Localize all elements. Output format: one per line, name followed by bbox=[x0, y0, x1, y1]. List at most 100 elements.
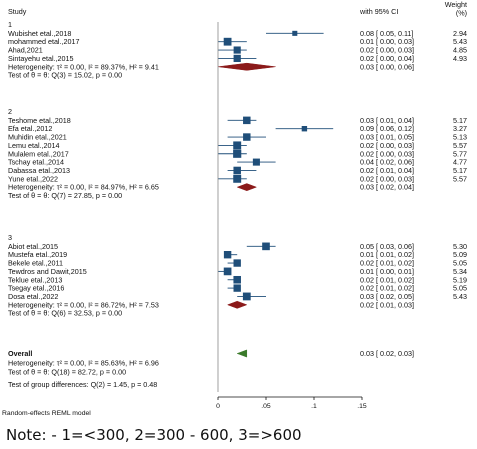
study-ci: 0.03 [ 0.01, 0.05] bbox=[360, 133, 414, 142]
x-tick-label: 0 bbox=[216, 403, 220, 410]
study-ci: 0.02 [ 0.00, 0.03] bbox=[360, 141, 414, 150]
study-ci: 0.02 [ 0.00, 0.03] bbox=[360, 46, 414, 55]
study-ci: 0.01 [ 0.00, 0.01] bbox=[360, 267, 414, 276]
group-pooled-ci: 0.03 [ 0.00, 0.06] bbox=[360, 62, 414, 71]
study-weight: 5.43 bbox=[453, 292, 467, 301]
group-label: 1 bbox=[8, 20, 12, 29]
footnote: Note: - 1=<300, 2=300 - 600, 3=>600 bbox=[6, 426, 302, 444]
study-marker bbox=[243, 133, 251, 141]
study-ci: 0.02 [ 0.00, 0.03] bbox=[360, 174, 414, 183]
group-label: 2 bbox=[8, 107, 12, 116]
study-ci: 0.04 [ 0.02, 0.06] bbox=[360, 158, 414, 167]
study-ci: 0.05 [ 0.03, 0.06] bbox=[360, 242, 414, 251]
study-name: Efa etal.,2012 bbox=[8, 124, 52, 133]
study-name: Wubishet etal.,2018 bbox=[8, 29, 71, 38]
study-name: Teshome etal.,2018 bbox=[8, 116, 71, 125]
study-marker bbox=[233, 166, 241, 175]
group-heterogeneity: Heterogeneity: τ² = 0.00, I² = 84.97%, H… bbox=[8, 183, 159, 192]
study-name: Tewdros and Dawit,2015 bbox=[8, 267, 87, 276]
study-name: mohammed etal.,2017 bbox=[8, 37, 80, 46]
study-name: Abiot etal.,2015 bbox=[8, 242, 58, 251]
study-ci: 0.02 [ 0.01, 0.02] bbox=[360, 284, 414, 293]
x-tick-label: .1 bbox=[311, 403, 317, 410]
pooled-diamond bbox=[226, 300, 248, 309]
overall-label: Overall bbox=[8, 349, 32, 358]
study-name: Tsegay etal.,2016 bbox=[8, 284, 64, 293]
study-weight: 5.34 bbox=[453, 267, 467, 276]
group-test: Test of θ = θ: Q(6) = 32.53, p = 0.00 bbox=[8, 309, 122, 318]
group-label: 3 bbox=[8, 233, 12, 242]
study-weight: 4.85 bbox=[453, 46, 467, 55]
study-ci: 0.02 [ 0.00, 0.04] bbox=[360, 54, 414, 63]
study-weight: 2.94 bbox=[453, 29, 467, 38]
study-ci: 0.02 [ 0.01, 0.04] bbox=[360, 166, 414, 175]
study-weight: 5.43 bbox=[453, 37, 467, 46]
study-marker bbox=[301, 125, 308, 132]
group-pooled-ci: 0.02 [ 0.01, 0.03] bbox=[360, 300, 414, 309]
study-ci: 0.08 [ 0.05, 0.11] bbox=[360, 29, 413, 38]
study-weight: 5.17 bbox=[453, 116, 467, 125]
study-marker bbox=[233, 275, 241, 284]
overall-diamond bbox=[236, 349, 248, 358]
study-ci: 0.01 [ 0.00, 0.03] bbox=[360, 37, 414, 46]
study-marker bbox=[233, 149, 242, 158]
study-marker bbox=[233, 259, 241, 267]
study-weight: 5.57 bbox=[453, 141, 467, 150]
header-weight: Weight bbox=[445, 0, 467, 9]
study-weight: 5.05 bbox=[453, 284, 467, 293]
study-weight: 5.77 bbox=[453, 149, 467, 158]
study-weight: 5.57 bbox=[453, 174, 467, 183]
study-name: Teklue etal.,2013 bbox=[8, 275, 62, 284]
study-name: Yune etal.,2022 bbox=[8, 174, 58, 183]
x-tick-label: .15 bbox=[357, 403, 367, 410]
x-tick-label: .05 bbox=[261, 403, 271, 410]
group-heterogeneity: Heterogeneity: τ² = 0.00, I² = 86.72%, H… bbox=[8, 300, 159, 309]
study-ci: 0.02 [ 0.01, 0.02] bbox=[360, 275, 414, 284]
study-name: Dosa etal.,2022 bbox=[8, 292, 58, 301]
study-name: Tschay etal.,2014 bbox=[8, 158, 64, 167]
study-weight: 5.19 bbox=[453, 275, 467, 284]
study-marker bbox=[233, 174, 242, 183]
study-marker bbox=[233, 284, 241, 292]
study-marker bbox=[243, 116, 251, 125]
study-name: Dabassa etal.,2013 bbox=[8, 166, 70, 175]
study-weight: 5.13 bbox=[453, 133, 467, 142]
group-test: Test of θ = θ: Q(3) = 15.02, p = 0.00 bbox=[8, 71, 122, 80]
study-marker bbox=[223, 37, 232, 46]
study-weight: 4.77 bbox=[453, 158, 467, 167]
study-ci: 0.09 [ 0.06, 0.12] bbox=[360, 124, 414, 133]
pooled-diamond bbox=[217, 62, 276, 71]
study-ci: 0.03 [ 0.02, 0.05] bbox=[360, 292, 414, 301]
group-heterogeneity: Heterogeneity: τ² = 0.00, I² = 89.37%, H… bbox=[8, 62, 159, 71]
study-marker bbox=[292, 30, 298, 36]
study-ci: 0.01 [ 0.01, 0.02] bbox=[360, 250, 414, 259]
overall-ci: 0.03 [ 0.02, 0.03] bbox=[360, 349, 414, 358]
group-differences-test: Test of group differences: Q(2) = 1.45, … bbox=[8, 380, 157, 389]
study-marker bbox=[242, 292, 251, 301]
header-ci: with 95% CI bbox=[359, 7, 398, 16]
study-marker bbox=[233, 141, 242, 150]
study-ci: 0.02 [ 0.00, 0.03] bbox=[360, 149, 414, 158]
study-name: Sintayehu etal.,2015 bbox=[8, 54, 74, 63]
study-weight: 3.27 bbox=[453, 124, 467, 133]
group-test: Test of θ = θ: Q(7) = 27.85, p = 0.00 bbox=[8, 191, 122, 200]
study-marker bbox=[223, 250, 232, 259]
study-weight: 5.17 bbox=[453, 166, 467, 175]
study-weight: 5.05 bbox=[453, 259, 467, 268]
model-footer: Random-effects REML model bbox=[2, 410, 91, 417]
pooled-diamond bbox=[236, 183, 258, 192]
study-name: Mulalem etal.,2017 bbox=[8, 149, 69, 158]
study-ci: 0.02 [ 0.01, 0.02] bbox=[360, 259, 414, 268]
study-marker bbox=[262, 242, 270, 251]
group-pooled-ci: 0.03 [ 0.02, 0.04] bbox=[360, 183, 414, 192]
header-study: Study bbox=[8, 7, 27, 16]
study-name: Ahad,2021 bbox=[8, 46, 43, 55]
study-name: Bekele etal.,2011 bbox=[8, 259, 63, 268]
study-name: Mustefa etal.,2019 bbox=[8, 250, 67, 259]
study-name: Lemu etal.,2014 bbox=[8, 141, 60, 150]
study-ci: 0.03 [ 0.01, 0.04] bbox=[360, 116, 414, 125]
study-marker bbox=[223, 267, 232, 276]
study-name: Muhidin etal.,2021 bbox=[8, 133, 67, 142]
header-weight-unit: (%) bbox=[456, 9, 467, 18]
